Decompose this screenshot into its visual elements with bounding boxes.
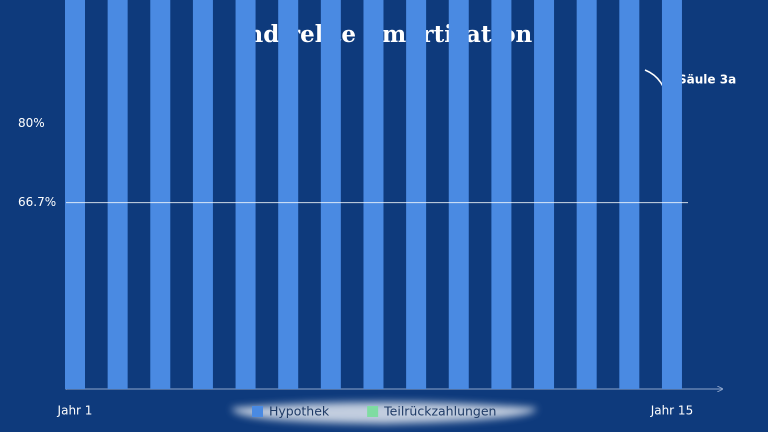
y-tick-label: 66.7%	[18, 195, 56, 209]
bar-segment	[448, 0, 469, 389]
bar-segment	[534, 0, 555, 389]
y-tick-label: 80%	[18, 116, 45, 130]
bar-segment	[320, 0, 341, 389]
bar-segment	[406, 0, 427, 389]
bar-segment	[363, 0, 384, 389]
bar-segment	[107, 0, 128, 389]
bar-segment	[65, 0, 85, 389]
legend-background	[231, 402, 537, 424]
x-tick-label: Jahr 15	[650, 404, 694, 418]
bar-segment	[278, 0, 299, 389]
bar-segment	[576, 0, 597, 389]
legend-swatch	[252, 406, 263, 417]
bar-segment	[619, 0, 640, 389]
bar-segment	[235, 0, 256, 389]
bars	[65, 0, 682, 390]
bar-segment	[661, 0, 682, 390]
legend-label: Hypothek	[269, 404, 330, 419]
bar-segment	[491, 0, 512, 389]
legend-label: Teilrückzahlungen	[383, 404, 496, 419]
bar-segment	[150, 0, 171, 389]
x-tick-label: Jahr 1	[57, 404, 93, 418]
bar-segment	[192, 0, 213, 389]
legend-swatch	[367, 406, 379, 417]
annotation: Säule 3a	[678, 73, 736, 87]
